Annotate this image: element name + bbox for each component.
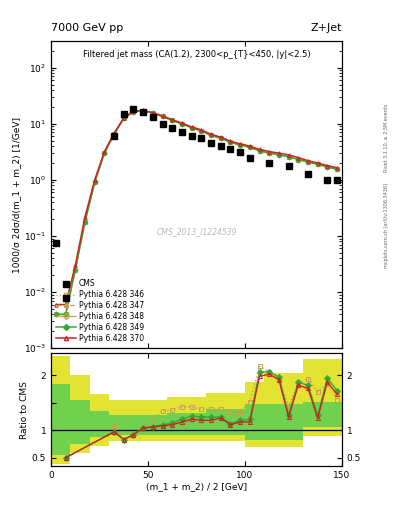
Text: Filtered jet mass (CA(1.2), 2300<p_{T}<450, |y|<2.5): Filtered jet mass (CA(1.2), 2300<p_{T}<4… <box>83 50 310 59</box>
Bar <box>245 382 264 446</box>
Text: mcplots.cern.ch [arXiv:1306.3436]: mcplots.cern.ch [arXiv:1306.3436] <box>384 183 389 268</box>
Bar <box>70 400 90 444</box>
Bar <box>70 375 90 453</box>
Text: Rivet 3.1.10, ≥ 2.5M events: Rivet 3.1.10, ≥ 2.5M events <box>384 104 389 173</box>
Bar <box>90 411 109 437</box>
Bar <box>109 400 167 441</box>
Bar <box>303 401 342 428</box>
Bar <box>90 394 109 445</box>
Bar <box>245 404 264 440</box>
Bar <box>167 413 206 435</box>
Bar <box>109 415 167 435</box>
Bar <box>206 393 245 441</box>
Bar <box>51 383 70 455</box>
Bar <box>51 356 70 464</box>
Text: CMS_2013_I1224539: CMS_2013_I1224539 <box>156 227 237 236</box>
Bar <box>167 397 206 441</box>
Bar <box>264 373 303 446</box>
Bar <box>264 404 303 440</box>
Bar <box>206 409 245 435</box>
Text: Z+Jet: Z+Jet <box>310 23 342 33</box>
Y-axis label: 1000/σ 2dσ/d(m_1 + m_2) [1/GeV]: 1000/σ 2dσ/d(m_1 + m_2) [1/GeV] <box>12 117 21 272</box>
Text: 7000 GeV pp: 7000 GeV pp <box>51 23 123 33</box>
Legend: CMS, Pythia 6.428 346, Pythia 6.428 347, Pythia 6.428 348, Pythia 6.428 349, Pyt: CMS, Pythia 6.428 346, Pythia 6.428 347,… <box>55 278 145 345</box>
Bar <box>303 359 342 436</box>
X-axis label: (m_1 + m_2) / 2 [GeV]: (m_1 + m_2) / 2 [GeV] <box>146 482 247 492</box>
Y-axis label: Ratio to CMS: Ratio to CMS <box>20 380 29 439</box>
